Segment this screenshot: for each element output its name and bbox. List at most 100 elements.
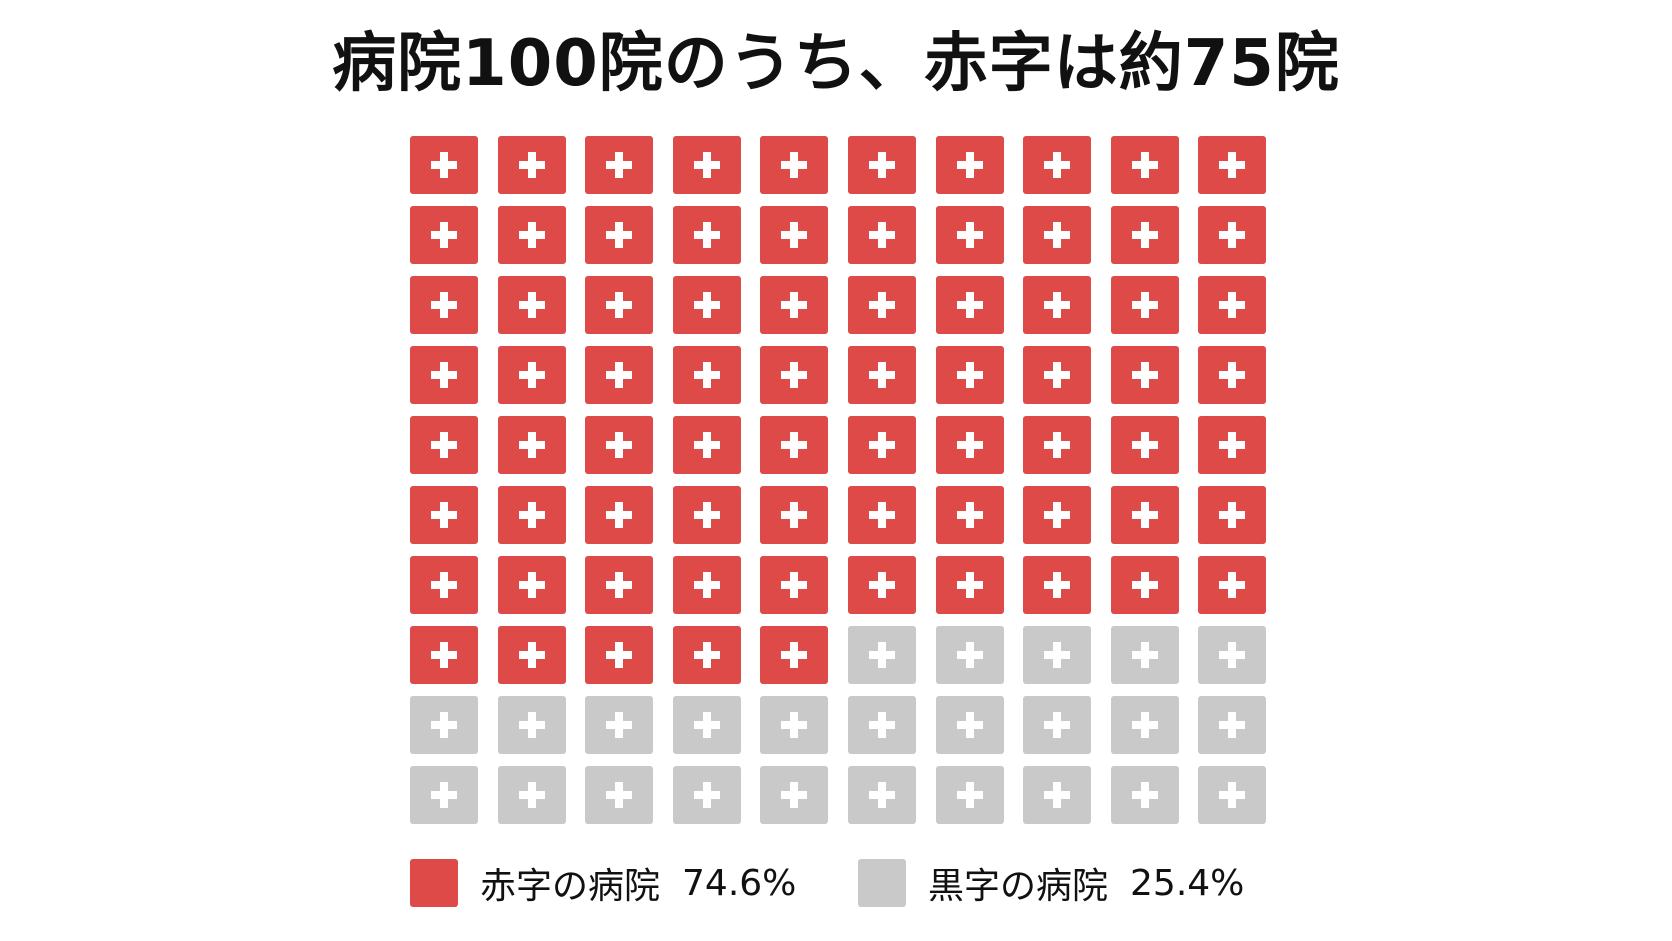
waffle-cell-surplus: [1198, 626, 1267, 684]
medical-cross-icon: [1131, 362, 1158, 388]
medical-cross-icon: [518, 642, 545, 668]
waffle-cell-deficit: [410, 486, 478, 544]
waffle-cell-deficit: [847, 416, 916, 474]
waffle-cell-deficit: [1198, 136, 1267, 194]
medical-cross-icon: [1219, 152, 1246, 178]
medical-cross-icon: [956, 362, 983, 388]
medical-cross-icon: [518, 152, 545, 178]
medical-cross-icon: [431, 292, 457, 318]
medical-cross-icon: [956, 152, 983, 178]
waffle-cell-deficit: [847, 206, 916, 264]
medical-cross-icon: [431, 222, 457, 248]
medical-cross-icon: [781, 502, 808, 528]
waffle-cell-deficit: [410, 276, 478, 334]
legend-label-deficit: 赤字の病院: [480, 866, 661, 907]
waffle-cell-surplus: [1110, 696, 1179, 754]
waffle-cell-deficit: [935, 486, 1004, 544]
waffle-cell-deficit: [497, 626, 566, 684]
waffle-cell-deficit: [497, 276, 566, 334]
medical-cross-icon: [1131, 712, 1158, 738]
medical-cross-icon: [1131, 292, 1158, 318]
waffle-cell-deficit: [760, 346, 829, 404]
medical-cross-icon: [1044, 502, 1071, 528]
medical-cross-icon: [1219, 712, 1246, 738]
medical-cross-icon: [518, 362, 545, 388]
medical-cross-icon: [1131, 222, 1158, 248]
medical-cross-icon: [956, 502, 983, 528]
medical-cross-icon: [868, 712, 895, 738]
medical-cross-icon: [431, 572, 457, 598]
waffle-cell-deficit: [1023, 346, 1092, 404]
medical-cross-icon: [956, 712, 983, 738]
waffle-cell-deficit: [585, 346, 654, 404]
waffle-cell-surplus: [1023, 766, 1092, 824]
medical-cross-icon: [956, 222, 983, 248]
waffle-cell-deficit: [760, 626, 829, 684]
waffle-cell-surplus: [1110, 626, 1179, 684]
waffle-cell-deficit: [935, 136, 1004, 194]
waffle-cell-deficit: [1023, 136, 1092, 194]
waffle-cell-deficit: [1023, 416, 1092, 474]
medical-cross-icon: [1044, 362, 1071, 388]
medical-cross-icon: [606, 152, 633, 178]
waffle-cell-deficit: [585, 136, 654, 194]
medical-cross-icon: [956, 642, 983, 668]
waffle-cell-deficit: [410, 206, 478, 264]
medical-cross-icon: [606, 712, 633, 738]
medical-cross-icon: [1219, 642, 1246, 668]
medical-cross-icon: [518, 502, 545, 528]
medical-cross-icon: [431, 782, 457, 808]
waffle-cell-surplus: [935, 766, 1004, 824]
waffle-cell-deficit: [935, 416, 1004, 474]
legend-swatch-surplus: [858, 859, 906, 907]
waffle-cell-deficit: [585, 276, 654, 334]
medical-cross-icon: [781, 362, 808, 388]
waffle-cell-surplus: [497, 766, 566, 824]
legend-swatch-deficit: [410, 859, 458, 907]
waffle-cell-surplus: [1198, 766, 1267, 824]
waffle-cell-surplus: [935, 696, 1004, 754]
waffle-cell-deficit: [672, 486, 741, 544]
medical-cross-icon: [693, 432, 720, 458]
waffle-cell-deficit: [585, 556, 654, 614]
waffle-cell-surplus: [1198, 696, 1267, 754]
waffle-cell-deficit: [1110, 346, 1179, 404]
medical-cross-icon: [693, 572, 720, 598]
medical-cross-icon: [431, 642, 457, 668]
medical-cross-icon: [1219, 572, 1246, 598]
medical-cross-icon: [693, 152, 720, 178]
waffle-cell-surplus: [585, 766, 654, 824]
medical-cross-icon: [1131, 782, 1158, 808]
medical-cross-icon: [431, 152, 457, 178]
waffle-cell-deficit: [672, 556, 741, 614]
medical-cross-icon: [781, 642, 808, 668]
medical-cross-icon: [868, 152, 895, 178]
medical-cross-icon: [781, 782, 808, 808]
medical-cross-icon: [693, 712, 720, 738]
medical-cross-icon: [518, 572, 545, 598]
medical-cross-icon: [1219, 362, 1246, 388]
medical-cross-icon: [956, 292, 983, 318]
medical-cross-icon: [1044, 712, 1071, 738]
medical-cross-icon: [1219, 432, 1246, 458]
waffle-cell-deficit: [760, 486, 829, 544]
waffle-cell-deficit: [410, 346, 478, 404]
waffle-cell-surplus: [847, 696, 916, 754]
waffle-cell-deficit: [410, 556, 478, 614]
medical-cross-icon: [693, 502, 720, 528]
waffle-cell-deficit: [1198, 556, 1267, 614]
waffle-cell-deficit: [1110, 206, 1179, 264]
waffle-cell-deficit: [497, 556, 566, 614]
legend-item-deficit: 赤字の病院 74.6%: [410, 858, 796, 908]
waffle-cell-deficit: [1110, 556, 1179, 614]
medical-cross-icon: [956, 432, 983, 458]
waffle-cell-surplus: [672, 696, 741, 754]
waffle-cell-deficit: [672, 416, 741, 474]
waffle-cell-deficit: [585, 416, 654, 474]
medical-cross-icon: [518, 222, 545, 248]
medical-cross-icon: [781, 292, 808, 318]
medical-cross-icon: [606, 782, 633, 808]
medical-cross-icon: [781, 432, 808, 458]
medical-cross-icon: [1131, 642, 1158, 668]
waffle-cell-deficit: [410, 416, 478, 474]
